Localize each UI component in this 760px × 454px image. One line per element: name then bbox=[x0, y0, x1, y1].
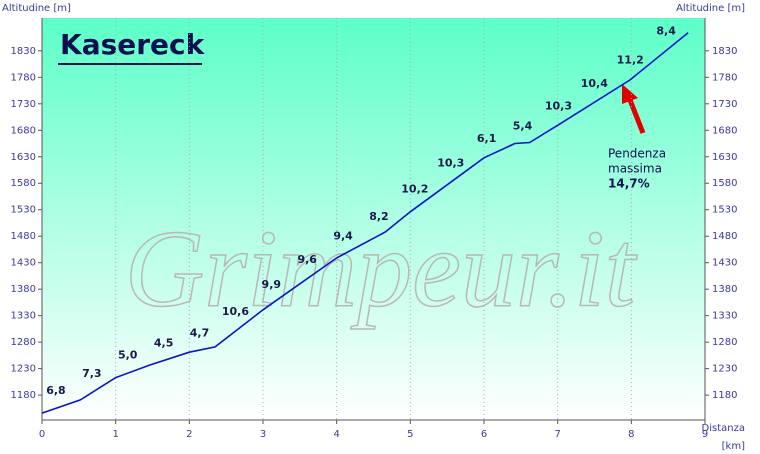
y2-tick-label: 1630 bbox=[712, 152, 737, 163]
x-tick-label: 2 bbox=[186, 429, 192, 440]
y2-tick-label: 1280 bbox=[712, 337, 737, 348]
x-tick-label: 9 bbox=[702, 429, 708, 440]
y-tick-label: 1430 bbox=[11, 258, 36, 269]
x-tick-label: 5 bbox=[407, 429, 413, 440]
y-tick-label: 1330 bbox=[11, 311, 36, 322]
y2-tick-label: 1230 bbox=[712, 364, 737, 375]
gradient-label: 5,0 bbox=[118, 349, 138, 362]
y-tick-label: 1580 bbox=[11, 178, 36, 189]
y2-axis-label: Altitudine [m] bbox=[676, 3, 745, 14]
y-tick-label: 1230 bbox=[11, 364, 36, 375]
y-tick-label: 1180 bbox=[11, 390, 36, 401]
gradient-label: 10,6 bbox=[222, 305, 249, 318]
y-tick-label: 1630 bbox=[11, 152, 36, 163]
arrow bbox=[622, 84, 646, 134]
gradient-label: 7,3 bbox=[82, 367, 102, 380]
y2-tick-label: 1330 bbox=[712, 311, 737, 322]
x-tick-label: 3 bbox=[260, 429, 266, 440]
gradient-label: 11,2 bbox=[617, 53, 644, 66]
gradient-label: 10,2 bbox=[401, 183, 428, 196]
x-tick-label: 1 bbox=[112, 429, 118, 440]
y-tick-label: 1480 bbox=[11, 231, 36, 242]
gradient-label: 4,5 bbox=[154, 336, 174, 349]
gradient-label: 9,4 bbox=[333, 229, 353, 242]
y-axis-label: Altitudine [m] bbox=[2, 3, 71, 14]
y-tick-label: 1680 bbox=[11, 125, 36, 136]
x-axis-label: Distanza bbox=[702, 423, 745, 434]
x-tick-label: 0 bbox=[39, 429, 45, 440]
x-tick-label: 8 bbox=[628, 429, 634, 440]
y2-tick-label: 1680 bbox=[712, 125, 737, 136]
y-tick-label: 1830 bbox=[11, 46, 36, 57]
y2-tick-label: 1430 bbox=[712, 258, 737, 269]
gradient-label: 9,9 bbox=[262, 278, 282, 291]
annotation: Pendenza bbox=[608, 147, 666, 161]
y2-tick-label: 1780 bbox=[712, 72, 737, 83]
watermark: Grimpeur.it bbox=[125, 207, 638, 329]
annotation: massima bbox=[608, 162, 662, 176]
y2-tick-label: 1730 bbox=[712, 99, 737, 110]
x-tick-label: 7 bbox=[554, 429, 560, 440]
gradient-label: 9,6 bbox=[297, 253, 317, 266]
plot-area bbox=[42, 18, 705, 420]
gradient-label: 8,2 bbox=[369, 210, 389, 223]
x-axis-unit: [km] bbox=[722, 441, 745, 452]
x-tick-label: 4 bbox=[333, 429, 339, 440]
annotation: 14,7% bbox=[608, 177, 650, 191]
gradient-label: 10,3 bbox=[437, 156, 464, 169]
gradient-label: 5,4 bbox=[513, 120, 533, 133]
y-tick-label: 1280 bbox=[11, 337, 36, 348]
y2-tick-label: 1830 bbox=[712, 46, 737, 57]
y2-tick-label: 1580 bbox=[712, 178, 737, 189]
elevation-line bbox=[41, 32, 689, 414]
gradient-label: 6,8 bbox=[46, 384, 66, 397]
gradient-label: 4,7 bbox=[190, 326, 210, 339]
gradient-label: 8,4 bbox=[656, 24, 676, 37]
y-tick-label: 1730 bbox=[11, 99, 36, 110]
gradient-label: 10,3 bbox=[545, 99, 572, 112]
y-tick-label: 1380 bbox=[11, 284, 36, 295]
y-tick-label: 1780 bbox=[11, 72, 36, 83]
x-tick-label: 6 bbox=[481, 429, 487, 440]
gradient-label: 10,4 bbox=[581, 77, 608, 90]
y2-tick-label: 1180 bbox=[712, 390, 737, 401]
chart-title: Kasereck bbox=[60, 28, 206, 61]
gradient-label: 6,1 bbox=[477, 132, 497, 145]
y2-tick-label: 1530 bbox=[712, 205, 737, 216]
y-tick-label: 1530 bbox=[11, 205, 36, 216]
y2-tick-label: 1480 bbox=[712, 231, 737, 242]
y2-tick-label: 1380 bbox=[712, 284, 737, 295]
